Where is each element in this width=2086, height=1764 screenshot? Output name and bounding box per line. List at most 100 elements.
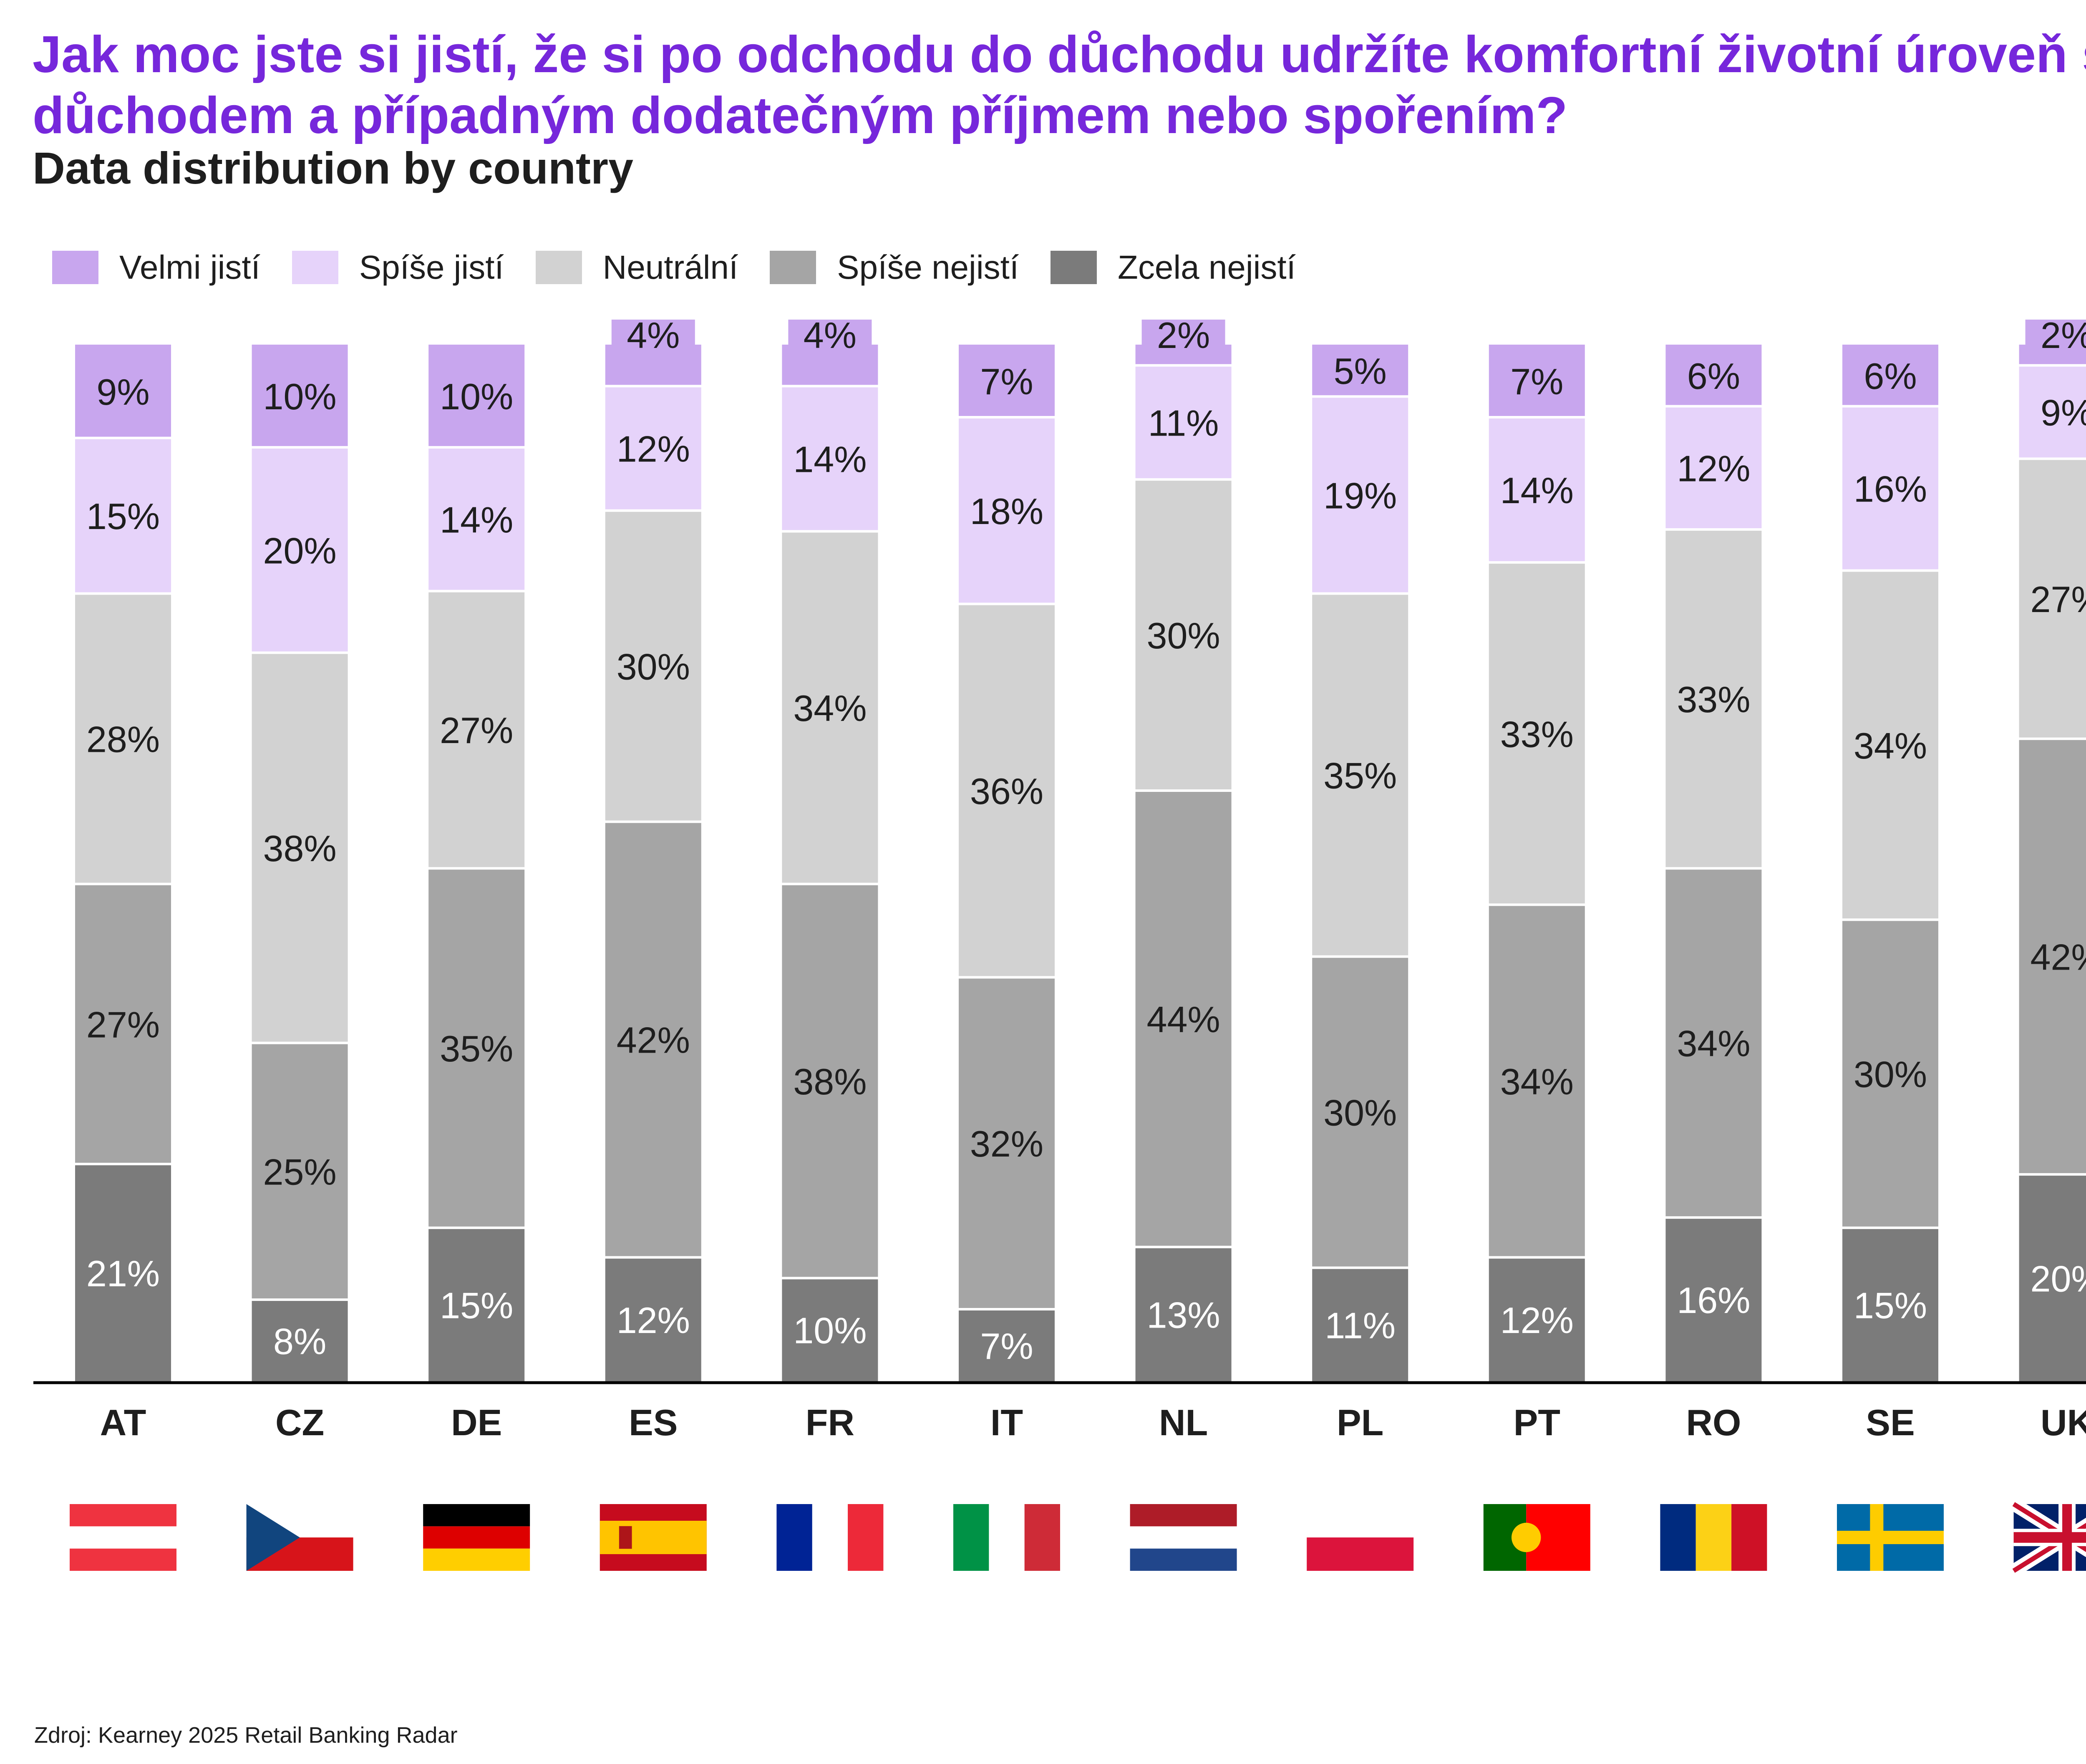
- data-label: 12%: [1677, 448, 1750, 489]
- bar-stack: 10% 38% 34% 14% 4%: [782, 315, 878, 1382]
- bar-segment-spíše-nejistí: [605, 823, 701, 1256]
- data-label: 27%: [86, 1004, 160, 1045]
- bar-segment-zcela-nejistí: [428, 1229, 525, 1382]
- data-label: 20%: [263, 530, 337, 571]
- bar-segment-zcela-nejistí: [252, 1301, 348, 1382]
- data-label: 30%: [1323, 1092, 1397, 1134]
- bar-stack: 15% 30% 34% 16% 6%: [1842, 345, 1938, 1382]
- data-label-background: [788, 320, 872, 358]
- bar-segment-zcela-nejistí: [1842, 1229, 1938, 1382]
- bar-stack: 20% 42% 27% 9% 2%: [2019, 315, 2086, 1382]
- legend-item-zcela-nejisti: Zcela nejistí: [1051, 248, 1296, 287]
- legend-swatch: [292, 251, 338, 284]
- bar-segment-spíše-nejistí: [428, 869, 525, 1227]
- data-label: 30%: [1854, 1054, 1927, 1095]
- data-label: 44%: [1147, 999, 1220, 1040]
- bar-segment-neutrální: [1665, 531, 1762, 867]
- data-label: 35%: [440, 1028, 513, 1069]
- bar-segment-neutrální: [2019, 460, 2086, 738]
- austria-flag-icon: [70, 1504, 176, 1571]
- x-tick-label: PT: [1514, 1402, 1560, 1443]
- bar-segment-spíše-jistí: [1312, 398, 1408, 592]
- data-label: 27%: [440, 710, 513, 751]
- data-label: 7%: [980, 361, 1033, 402]
- legend-item-neutralni: Neutrální: [535, 248, 738, 287]
- legend-item-spise-nejisti: Spíše nejistí: [770, 248, 1019, 287]
- data-label: 34%: [1854, 725, 1927, 766]
- bar-segment-spíše-jistí: [959, 418, 1055, 603]
- data-label: 14%: [440, 499, 513, 540]
- poland-flag-icon: [1307, 1537, 1414, 1571]
- bar-segment-spíše-jistí: [782, 387, 878, 530]
- data-label: 34%: [1677, 1023, 1750, 1064]
- data-label: 12%: [1500, 1300, 1574, 1341]
- data-label: 9%: [96, 371, 149, 413]
- data-label: 7%: [980, 1326, 1033, 1367]
- data-label: 10%: [793, 1310, 867, 1351]
- bar-segment-spíše-jistí: [428, 449, 525, 590]
- data-label: 30%: [1147, 615, 1220, 656]
- data-label: 20%: [2031, 1258, 2086, 1299]
- bar-stack: 16% 34% 33% 12% 6%: [1665, 345, 1762, 1382]
- germany-flag-icon: [423, 1504, 530, 1571]
- legend: Velmi jistí Spíše jistí Neutrální Spíše …: [52, 248, 1328, 287]
- bar-segment-zcela-nejistí: [959, 1310, 1055, 1382]
- x-tick-label: NL: [1159, 1402, 1208, 1443]
- data-label: 7%: [1510, 361, 1563, 402]
- bar-segment-spíše-jistí: [1842, 407, 1938, 570]
- x-tick-label: IT: [990, 1402, 1023, 1443]
- bar-segment-velmi-jistí: [75, 345, 171, 437]
- data-label: 16%: [1854, 469, 1927, 510]
- data-label: 18%: [970, 491, 1043, 532]
- x-tick-label: CZ: [275, 1402, 324, 1443]
- data-label: 10%: [440, 376, 513, 417]
- bar-segment-velmi-jistí: [1489, 345, 1585, 416]
- bar-stack: 13% 44% 30% 11% 2%: [1135, 315, 1232, 1382]
- x-tick-label: PL: [1337, 1402, 1383, 1443]
- bar-segment-neutrální: [782, 532, 878, 883]
- bar-segment-spíše-jistí: [252, 449, 348, 652]
- bar-segment-velmi-jistí: [428, 345, 525, 446]
- bar-stack: 11% 30% 35% 19% 5%: [1312, 345, 1408, 1382]
- bar-segment-zcela-nejistí: [75, 1165, 171, 1382]
- data-label: 6%: [1864, 355, 1917, 397]
- bar-segment-spíše-nejistí: [1842, 921, 1938, 1227]
- netherlands-flag-icon: [1130, 1504, 1237, 1571]
- x-tick-label: ES: [629, 1402, 678, 1443]
- data-label: 4%: [627, 315, 680, 356]
- data-label: 27%: [2031, 579, 2086, 620]
- bar-segment-velmi-jistí: [1842, 345, 1938, 405]
- bar-segment-spíše-nejistí: [1312, 958, 1408, 1267]
- bar-segment-spíše-nejistí: [1665, 869, 1762, 1217]
- bar-stack: 12% 42% 30% 12% 4%: [605, 315, 701, 1382]
- data-label: 19%: [1323, 475, 1397, 516]
- czechia-flag-icon: [246, 1504, 353, 1571]
- legend-label: Zcela nejistí: [1118, 249, 1296, 286]
- legend-swatch: [1051, 251, 1097, 284]
- data-label: 42%: [2031, 937, 2086, 978]
- bar-segment-spíše-nejistí: [959, 978, 1055, 1308]
- sweden-flag-icon: [1837, 1504, 1944, 1571]
- bar-stack: 12% 34% 33% 14% 7%: [1489, 345, 1585, 1382]
- bar-segment-neutrální: [1842, 572, 1938, 919]
- x-tick-label: UK: [2041, 1402, 2086, 1443]
- data-label: 35%: [1323, 755, 1397, 796]
- data-label: 33%: [1677, 679, 1750, 720]
- bar-segment-velmi-jistí: [959, 345, 1055, 416]
- bar-segment-spíše-jistí: [1489, 418, 1585, 562]
- data-label: 30%: [617, 646, 690, 688]
- bar-segment-zcela-nejistí: [782, 1279, 878, 1382]
- data-label: 32%: [970, 1123, 1043, 1164]
- data-label: 38%: [263, 828, 337, 869]
- bar-segment-spíše-nejistí: [252, 1044, 348, 1299]
- bar-segment-spíše-jistí: [2019, 366, 2086, 458]
- source-note: Zdroj: Kearney 2025 Retail Banking Radar: [34, 1723, 458, 1748]
- legend-label: Velmi jistí: [119, 249, 260, 286]
- bar-segment-velmi-jistí: [252, 345, 348, 446]
- data-label: 9%: [2041, 392, 2086, 433]
- bar-segment-neutrální: [428, 592, 525, 867]
- uk-flag-icon: [2010, 1498, 2086, 1577]
- x-tick-label: DE: [451, 1402, 502, 1443]
- bar-segment-spíše-nejistí: [1135, 791, 1232, 1246]
- bar-segment-spíše-nejistí: [782, 885, 878, 1277]
